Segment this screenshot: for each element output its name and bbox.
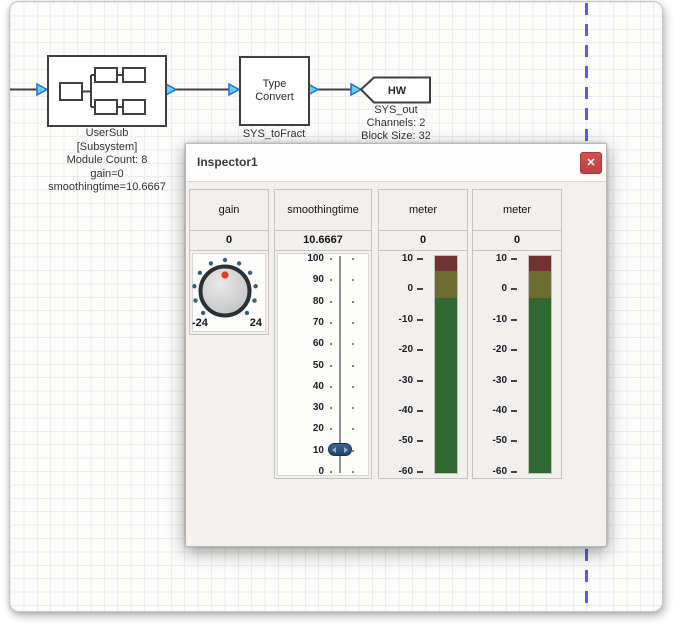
- panel-meter-2-value: 0: [473, 231, 561, 251]
- panel-meter-1: meter 0 10 0 -10 -20 -30 -40 -50 -60: [378, 189, 468, 479]
- inspector-titlebar[interactable]: Inspector1 ✕: [186, 144, 606, 182]
- usersub-label-line: [Subsystem]: [76, 140, 138, 153]
- level-meter-bar: [435, 256, 457, 473]
- usersub-label-line: Module Count: 8: [66, 154, 148, 167]
- panel-smoothingtime-header: smoothingtime: [275, 190, 371, 231]
- level-meter-bar: [529, 256, 551, 473]
- meter-scale: 10 0 -10 -20 -30 -40 -50 -60: [398, 253, 423, 477]
- hw-label: SYS_out Channels: 2 Block Size: 32: [336, 104, 456, 143]
- panel-smoothingtime: smoothingtime 10.6667 100 90 80 70 60 50 40 30 2…: [274, 189, 372, 479]
- type-convert-label: SYS_toFract: [242, 128, 306, 140]
- knob-indicator-dot: [221, 271, 229, 279]
- close-button[interactable]: ✕: [580, 152, 602, 174]
- gain-knob[interactable]: -24 24: [190, 251, 264, 330]
- panel-meter-2-header: meter: [473, 190, 561, 231]
- inspector-window: Inspector1 ✕ gain 0: [185, 143, 607, 547]
- panel-gain: gain 0: [189, 189, 269, 335]
- usersub-label: UserSub [Subsystem] Module Count: 8 gain…: [17, 127, 197, 195]
- panel-meter-1-value: 0: [379, 231, 467, 251]
- slider-handle[interactable]: [328, 443, 352, 456]
- panel-smoothingtime-body: 100 90 80 70 60 50 40 30 20 10 0: [275, 251, 371, 478]
- slider-area: 100 90 80 70 60 50 40 30 20 10 0: [277, 253, 369, 477]
- knob-max-label: 24: [249, 317, 262, 329]
- panel-gain-header: gain: [190, 190, 268, 231]
- subsystem-icon: [59, 67, 146, 115]
- panel-meter-2-body: 10 0 -10 -20 -30 -40 -50 -60: [473, 251, 561, 478]
- panel-gain-value: 0: [190, 231, 268, 251]
- hw-block-text: HW: [387, 84, 407, 97]
- hw-label-line: Channels: 2: [366, 117, 426, 129]
- window-title: Inspector1: [197, 155, 258, 169]
- type-convert-block[interactable]: Type Convert: [239, 56, 310, 126]
- type-convert-text-line1: Type: [262, 78, 287, 90]
- panel-gain-body: -24 24: [190, 251, 268, 334]
- usersub-label-line: smoothingtime=10.6667: [48, 181, 166, 194]
- slider-track[interactable]: [339, 256, 341, 473]
- hw-label-line: SYS_out: [374, 104, 418, 116]
- panel-meter-1-header: meter: [379, 190, 467, 231]
- slider-scale: 100 90 80 70 60 50 40 30 20 10 0: [307, 253, 354, 477]
- knob-min-label: -24: [192, 317, 208, 329]
- panel-meter-1-body: 10 0 -10 -20 -30 -40 -50 -60: [379, 251, 467, 478]
- panel-meter-2: meter 0 10 0 -10 -20 -30 -40 -50 -60: [472, 189, 562, 479]
- type-convert-text-line2: Convert: [255, 91, 294, 103]
- usersub-block[interactable]: [47, 55, 167, 127]
- usersub-label-line: UserSub: [85, 127, 129, 139]
- knob-icon: [192, 257, 258, 318]
- meter-scale: 10 0 -10 -20 -30 -40 -50 -60: [492, 253, 517, 477]
- usersub-label-line: gain=0: [90, 167, 124, 180]
- panel-smoothingtime-value: 10.6667: [275, 231, 371, 251]
- hw-label-line: Block Size: 32: [361, 130, 431, 142]
